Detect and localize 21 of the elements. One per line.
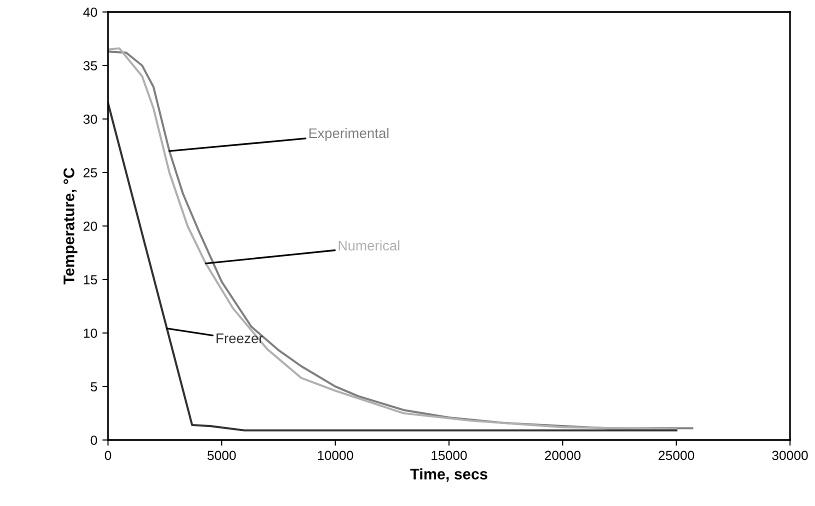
x-tick-label: 5000 [208, 450, 236, 460]
y-tick-label: 0 [90, 436, 98, 445]
y-tick-label: 40 [83, 8, 98, 17]
y-tick-label: 30 [83, 114, 98, 124]
y-tick-label: 10 [84, 328, 98, 338]
x-tick-label: 20000 [544, 450, 580, 460]
y-tick-label: 20 [84, 222, 98, 231]
y-axis-title: Temperature, °C [64, 168, 78, 284]
y-tick-label: 5 [90, 382, 98, 392]
x-axis-title: Time, secs [410, 468, 488, 482]
text: Numerical [338, 240, 400, 251]
x-tick-label: 25000 [658, 450, 694, 460]
x-tick-label: 30000 [772, 450, 808, 460]
text: Experimental [309, 128, 388, 141]
y-tick-label: 35 [83, 61, 98, 70]
y-tick-label: 15 [84, 275, 98, 284]
y-tick-label: 25 [84, 168, 98, 178]
text: Freezer [216, 334, 264, 344]
x-tick-label: 15000 [432, 450, 467, 460]
x-tick-label: 0 [104, 450, 112, 460]
x-tick-label: 10000 [318, 450, 354, 460]
